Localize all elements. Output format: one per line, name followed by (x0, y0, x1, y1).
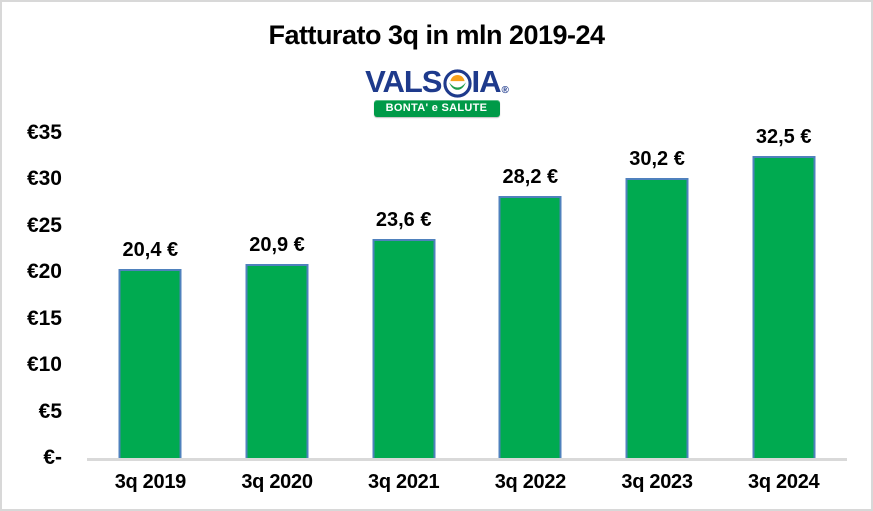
bar-value-label: 20,4 € (122, 239, 179, 261)
chart-title: Fatturato 3q in mln 2019-24 (268, 20, 605, 50)
valsoia-logo: VALS IA ® BONTA' e SALUTE (347, 66, 527, 117)
y-tick-label: €25 (26, 213, 62, 237)
logo-tagline-banner: BONTA' e SALUTE (373, 100, 500, 117)
bar (118, 269, 182, 458)
y-tick-label: €20 (26, 260, 62, 284)
bar-value-label: 23,6 € (375, 209, 432, 231)
bar-column: 30,2 € (594, 133, 721, 458)
y-tick-label: €5 (38, 399, 62, 423)
x-category-label: 3q 2024 (748, 471, 820, 493)
bar-column: 28,2 € (467, 133, 594, 458)
bar-value-label: 32,5 € (755, 126, 812, 148)
x-axis: 3q 2019 3q 2020 3q 2021 3q 2022 3q 2023 3q 20… (87, 471, 847, 494)
bar-column: 32,5 € (720, 126, 847, 458)
bar (498, 196, 562, 458)
bar (752, 156, 816, 458)
bar-value-label: 20,9 € (249, 234, 305, 256)
y-tick-label: €10 (26, 353, 62, 377)
x-category-label: 3q 2023 (621, 471, 693, 493)
y-axis: €35 €30 €25 €20 €15 €10 €5 €- (2, 121, 62, 469)
registered-mark-icon: ® (501, 85, 509, 96)
wordmark-right: IA (471, 64, 502, 99)
x-category-label: 3q 2020 (241, 471, 313, 493)
bar (625, 178, 689, 458)
wordmark-left: VALS (365, 64, 442, 99)
y-tick-label: €- (43, 445, 62, 469)
x-category-label: 3q 2021 (368, 471, 440, 493)
bar (372, 239, 436, 458)
bar-value-label: 28,2 € (502, 166, 559, 188)
x-category-label: 3q 2019 (114, 471, 187, 493)
y-tick-label: €30 (26, 167, 62, 191)
y-tick-label: €15 (26, 306, 62, 330)
valsoia-wordmark: VALS IA ® (347, 66, 527, 98)
valsoia-sun-leaf-icon (442, 68, 472, 98)
bar-value-label: 30,2 € (629, 148, 685, 170)
bar-column: 23,6 € (340, 133, 467, 458)
y-tick-label: €35 (26, 121, 62, 144)
plot-area: 20,4 € 20,9 € 23,6 € 28,2 € 30,2 € 32,5 € (87, 126, 847, 461)
bar (245, 264, 309, 458)
bar-column: 20,4 € (87, 133, 214, 458)
logo-tagline: BONTA' e SALUTE (385, 102, 488, 114)
x-category-label: 3q 2022 (494, 471, 567, 493)
bar-column: 20,9 € (214, 133, 341, 458)
